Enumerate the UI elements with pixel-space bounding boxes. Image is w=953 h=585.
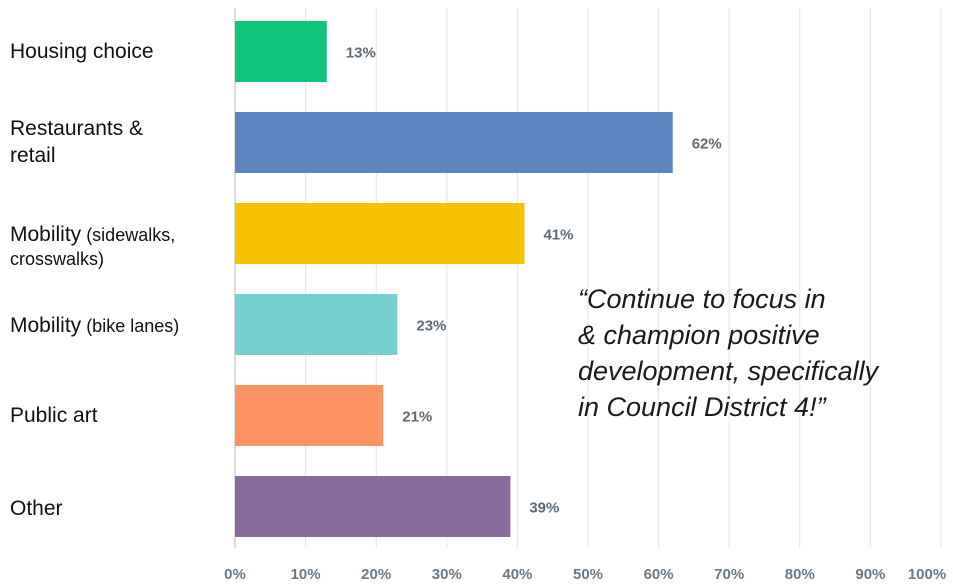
x-tick-label: 100% bbox=[908, 566, 946, 583]
category-label: Housing choice bbox=[10, 40, 154, 63]
category-label: Mobility (bike lanes) bbox=[10, 314, 180, 337]
x-tick-label: 0% bbox=[224, 566, 246, 583]
x-tick-label: 40% bbox=[502, 566, 532, 583]
category-label: Mobility (sidewalks, crosswalks) bbox=[10, 223, 176, 270]
value-label: 13% bbox=[346, 45, 376, 62]
x-tick-label: 30% bbox=[432, 566, 462, 583]
bar bbox=[235, 476, 511, 537]
bar bbox=[235, 21, 327, 82]
value-labels: 13% 62% 41% 23% 21% 39% bbox=[346, 45, 722, 517]
x-tick-label: 90% bbox=[855, 566, 885, 583]
bar bbox=[235, 385, 384, 446]
x-tick-label: 10% bbox=[291, 566, 321, 583]
category-label: Restaurants & retail bbox=[10, 117, 144, 168]
x-tick-label: 80% bbox=[785, 566, 815, 583]
category-label: Public art bbox=[10, 404, 98, 427]
value-label: 41% bbox=[543, 227, 573, 244]
gridlines bbox=[234, 8, 942, 548]
x-tick-label: 50% bbox=[573, 566, 603, 583]
x-tick-label: 70% bbox=[714, 566, 744, 583]
bar bbox=[235, 112, 673, 173]
value-label: 21% bbox=[402, 409, 432, 426]
value-label: 62% bbox=[692, 136, 722, 153]
x-tick-label: 60% bbox=[644, 566, 674, 583]
bar bbox=[235, 294, 398, 355]
bar bbox=[235, 203, 525, 264]
category-label: Other bbox=[10, 497, 63, 520]
quote-annotation: “Continue to focus in & champion positiv… bbox=[578, 284, 879, 422]
value-label: 23% bbox=[416, 318, 446, 335]
value-label: 39% bbox=[529, 500, 559, 517]
x-tick-label: 20% bbox=[361, 566, 391, 583]
x-axis-ticks: 0% 10% 20% 30% 40% 50% 60% 70% 80% 90% 100% bbox=[224, 566, 946, 583]
bars bbox=[235, 21, 673, 537]
